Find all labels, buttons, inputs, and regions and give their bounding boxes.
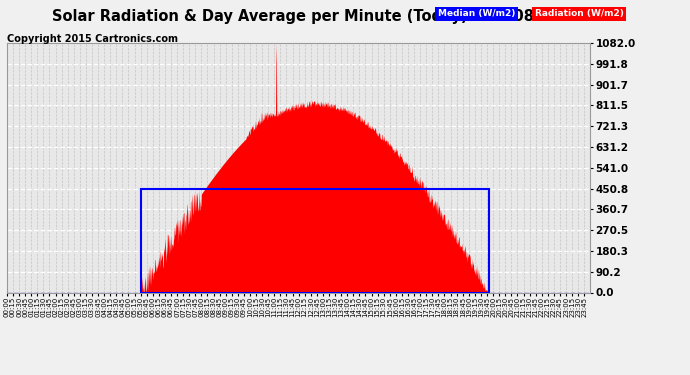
Text: Radiation (W/m2): Radiation (W/m2) <box>535 9 624 18</box>
Bar <box>141 189 489 292</box>
Text: Median (W/m2): Median (W/m2) <box>438 9 515 18</box>
Text: Solar Radiation & Day Average per Minute (Today) 20150802: Solar Radiation & Day Average per Minute… <box>52 9 555 24</box>
Text: Copyright 2015 Cartronics.com: Copyright 2015 Cartronics.com <box>7 34 178 44</box>
